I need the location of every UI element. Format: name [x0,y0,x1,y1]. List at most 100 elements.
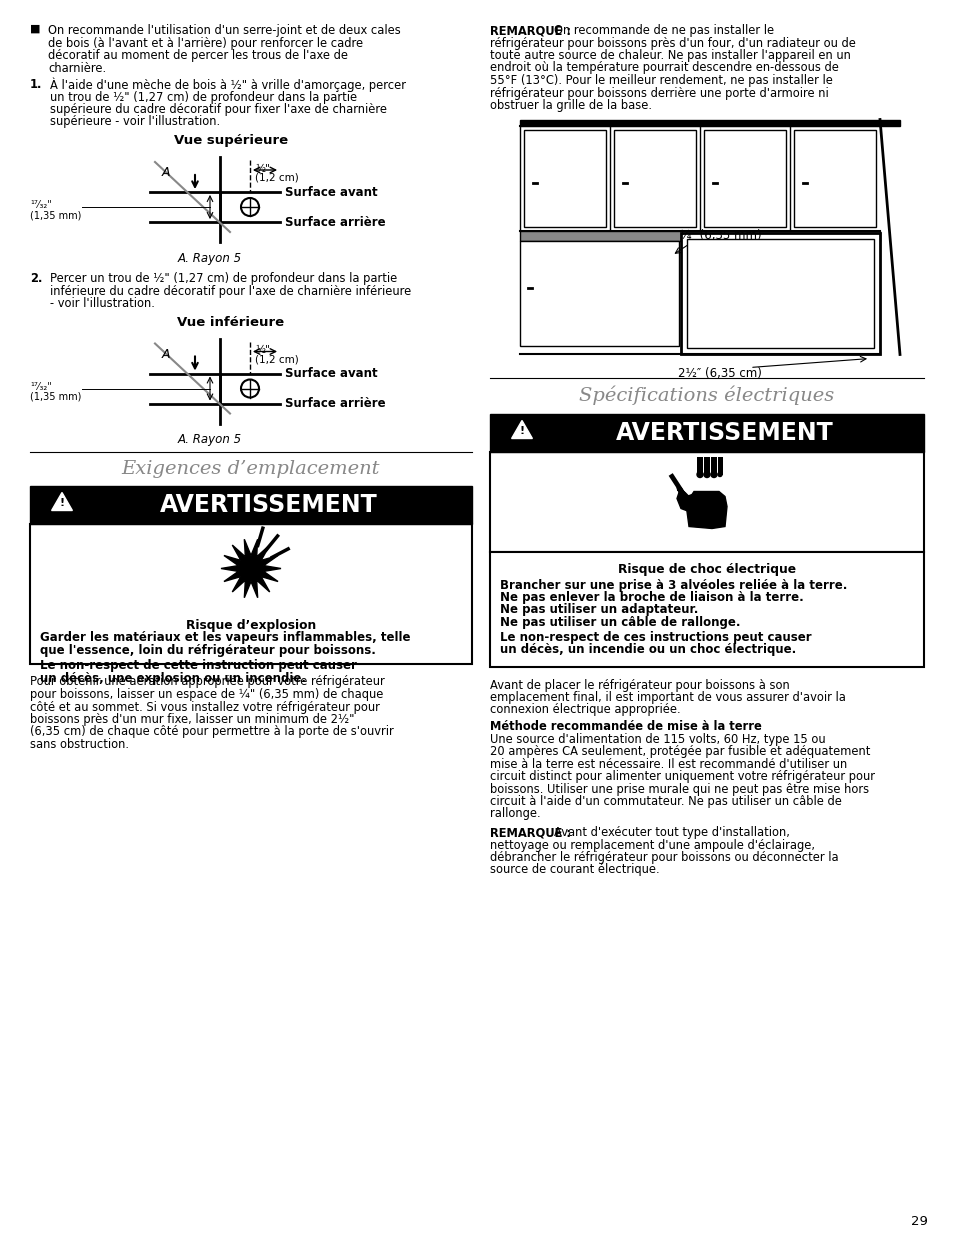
Text: REMARQUE :: REMARQUE : [490,826,571,839]
Text: boissons. Utiliser une prise murale qui ne peut pas être mise hors: boissons. Utiliser une prise murale qui … [490,783,868,795]
Text: Pour obtenir une aération appropriée pour votre réfrigérateur: Pour obtenir une aération appropriée pou… [30,676,384,688]
Text: Avant d'exécuter tout type d'installation,: Avant d'exécuter tout type d'installatio… [554,826,789,839]
Bar [30,485,472,524]
Text: Percer un trou de ½" (1,27 cm) de profondeur dans la partie: Percer un trou de ½" (1,27 cm) de profon… [50,272,396,285]
Bar [490,452,923,552]
Text: A: A [162,165,171,179]
Text: rallonge.: rallonge. [490,808,540,820]
Text: mise à la terre est nécessaire. Il est recommandé d'utiliser un: mise à la terre est nécessaire. Il est r… [490,757,846,771]
Text: circuit distinct pour alimenter uniquement votre réfrigérateur pour: circuit distinct pour alimenter uniqueme… [490,769,874,783]
Text: connexion électrique appropriée.: connexion électrique appropriée. [490,704,679,716]
Text: que l'essence, loin du réfrigérateur pour boissons.: que l'essence, loin du réfrigérateur pou… [40,643,375,657]
Text: A: A [162,347,171,361]
Text: obstruer la grille de la base.: obstruer la grille de la base. [490,99,651,112]
Bar [519,241,679,346]
Text: !: ! [518,426,524,436]
Text: toute autre source de chaleur. Ne pas installer l'appareil en un: toute autre source de chaleur. Ne pas in… [490,49,850,62]
Text: 2½″ (6,35 cm): 2½″ (6,35 cm) [678,368,761,380]
Polygon shape [686,492,726,529]
Text: Vue supérieure: Vue supérieure [173,135,288,147]
Text: REMARQUE :: REMARQUE : [490,23,571,37]
Text: - voir l'illustration.: - voir l'illustration. [50,296,154,310]
Circle shape [710,472,717,478]
Text: On recommande l'utilisation d'un serre-joint et de deux cales: On recommande l'utilisation d'un serre-j… [48,23,400,37]
Text: Brancher sur une prise à 3 alvéoles reliée à la terre.: Brancher sur une prise à 3 alvéoles reli… [499,578,846,592]
Text: Ne pas enlever la broche de liaison à la terre.: Ne pas enlever la broche de liaison à la… [499,592,803,604]
Text: A. Rayon 5: A. Rayon 5 [178,433,242,447]
Bar [697,457,702,474]
Text: Méthode recommandée de mise à la terre: Méthode recommandée de mise à la terre [490,720,760,734]
Text: AVERTISSEMENT: AVERTISSEMENT [616,420,833,445]
Polygon shape [221,540,281,598]
Bar [686,238,873,347]
Bar [519,231,879,241]
Text: supérieure - voir l'illustration.: supérieure - voir l'illustration. [50,116,220,128]
Text: ¹⁷⁄₃₂": ¹⁷⁄₃₂" [30,382,51,391]
Text: réfrigérateur pour boissons près d'un four, d'un radiateur ou de: réfrigérateur pour boissons près d'un fo… [490,37,855,49]
Text: un trou de ½" (1,27 cm) de profondeur dans la partie: un trou de ½" (1,27 cm) de profondeur da… [50,90,356,104]
Text: (1,35 mm): (1,35 mm) [30,210,81,220]
Text: On recommande de ne pas installer le: On recommande de ne pas installer le [554,23,773,37]
Polygon shape [677,493,688,511]
Text: endroit où la température pourrait descendre en-dessous de: endroit où la température pourrait desce… [490,62,838,74]
Text: Vue inférieure: Vue inférieure [177,315,284,329]
Circle shape [697,472,702,478]
Text: Exigences d’emplacement: Exigences d’emplacement [122,459,380,478]
Text: ¹⁷⁄₃₂": ¹⁷⁄₃₂" [30,200,51,210]
Bar [703,457,709,474]
Text: 29: 29 [910,1215,927,1228]
Text: !: ! [59,499,65,509]
Text: (6,35 cm) de chaque côté pour permettre à la porte de s'ouvrir: (6,35 cm) de chaque côté pour permettre … [30,725,394,739]
Text: 20 ampères CA seulement, protégée par fusible et adéquatement: 20 ampères CA seulement, protégée par fu… [490,745,869,758]
Text: Risque de choc électrique: Risque de choc électrique [618,563,795,577]
Text: Garder les matériaux et les vapeurs inflammables, telle: Garder les matériaux et les vapeurs infl… [40,631,410,645]
Text: Le non-respect de ces instructions peut causer: Le non-respect de ces instructions peut … [499,631,811,643]
Bar [614,130,696,226]
Text: Une source d'alimentation de 115 volts, 60 Hz, type 15 ou: Une source d'alimentation de 115 volts, … [490,732,824,746]
Text: décoratif au moment de percer les trous de l'axe de: décoratif au moment de percer les trous … [48,49,348,62]
Text: ¼″ (6,35 mm): ¼″ (6,35 mm) [679,230,760,242]
Text: Surface arrière: Surface arrière [285,215,385,228]
Bar [718,457,722,474]
Bar [703,130,785,226]
Text: circuit à l'aide d'un commutateur. Ne pas utiliser un câble de: circuit à l'aide d'un commutateur. Ne pa… [490,795,841,808]
Text: ½": ½" [254,346,270,356]
Text: 2.: 2. [30,272,42,285]
Text: A. Rayon 5: A. Rayon 5 [178,252,242,266]
Text: Avant de placer le réfrigérateur pour boissons à son: Avant de placer le réfrigérateur pour bo… [490,678,789,692]
Text: boissons près d'un mur fixe, laisser un minimum de 2½": boissons près d'un mur fixe, laisser un … [30,713,355,726]
Text: sans obstruction.: sans obstruction. [30,739,129,751]
Bar [30,524,472,663]
Text: réfrigérateur pour boissons derrière une porte d'armoire ni: réfrigérateur pour boissons derrière une… [490,86,828,100]
Text: ■: ■ [30,23,40,35]
Text: de bois (à l'avant et à l'arrière) pour renforcer le cadre: de bois (à l'avant et à l'arrière) pour … [48,37,363,49]
Text: pour boissons, laisser un espace de ¼" (6,35 mm) de chaque: pour boissons, laisser un espace de ¼" (… [30,688,383,701]
Bar [523,130,605,226]
Text: supérieure du cadre décoratif pour fixer l'axe de charnière: supérieure du cadre décoratif pour fixer… [50,103,387,116]
Text: (1,2 cm): (1,2 cm) [254,173,298,183]
Bar [490,414,923,452]
Text: Risque d’explosion: Risque d’explosion [186,619,315,631]
Text: charnière.: charnière. [48,62,106,74]
Bar [680,232,879,353]
Text: un décès, une explosion ou un incendie.: un décès, une explosion ou un incendie. [40,672,306,685]
Text: Ne pas utiliser un adaptateur.: Ne pas utiliser un adaptateur. [499,604,698,616]
Bar [519,120,899,126]
Text: ½": ½" [254,164,270,174]
Text: inférieure du cadre décoratif pour l'axe de charnière inférieure: inférieure du cadre décoratif pour l'axe… [50,284,411,298]
Text: nettoyage ou remplacement d'une ampoule d'éclairage,: nettoyage ou remplacement d'une ampoule … [490,839,814,851]
Circle shape [703,472,709,478]
Text: (1,2 cm): (1,2 cm) [254,354,298,364]
Text: 55°F (13°C). Pour le meilleur rendement, ne pas installer le: 55°F (13°C). Pour le meilleur rendement,… [490,74,832,86]
Polygon shape [671,477,692,511]
Text: À l'aide d'une mèche de bois à ½" à vrille d'amorçage, percer: À l'aide d'une mèche de bois à ½" à vril… [50,78,406,93]
Text: Surface arrière: Surface arrière [285,396,385,410]
Circle shape [718,473,721,477]
Text: emplacement final, il est important de vous assurer d'avoir la: emplacement final, il est important de v… [490,692,845,704]
Text: Surface avant: Surface avant [285,185,377,199]
Text: Surface avant: Surface avant [285,367,377,380]
Text: débrancher le réfrigérateur pour boissons ou déconnecter la: débrancher le réfrigérateur pour boisson… [490,851,838,864]
Text: Ne pas utiliser un câble de rallonge.: Ne pas utiliser un câble de rallonge. [499,616,740,629]
Bar [793,130,875,226]
Text: Le non-respect de cette instruction peut causer: Le non-respect de cette instruction peut… [40,659,356,673]
